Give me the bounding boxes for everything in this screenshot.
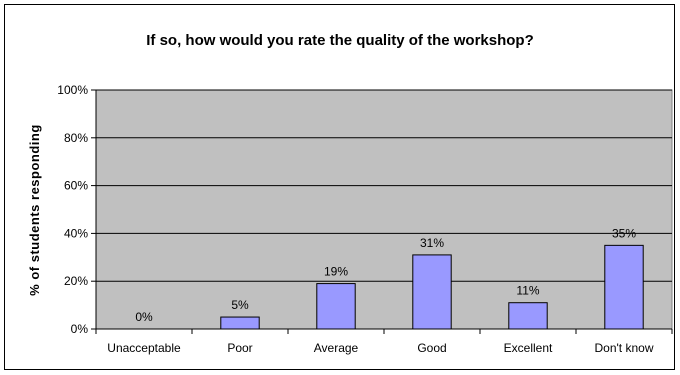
x-tick-label: Excellent: [504, 341, 553, 355]
data-label: 19%: [324, 265, 348, 279]
bar-excellent: [508, 302, 548, 330]
y-tick-label: 0%: [71, 322, 89, 336]
x-tick-label: Poor: [227, 341, 252, 355]
bars: [220, 244, 644, 330]
bar-don-t-know: [604, 244, 644, 330]
gridlines: [96, 89, 672, 282]
data-label: 11%: [516, 284, 539, 298]
plot-area: [95, 89, 673, 330]
x-tick-label: Don't know: [595, 341, 654, 355]
y-tick-label: 60%: [64, 179, 88, 193]
x-tick-label: Good: [417, 341, 446, 355]
axes: [91, 89, 673, 334]
data-label: 5%: [231, 298, 249, 312]
y-tick-label: 40%: [64, 226, 88, 240]
y-tick-label: 100%: [57, 83, 88, 97]
data-label: 0%: [135, 310, 153, 324]
labels: 0% 20% 40% 60% 80% 100% 0% Unacceptable 5% Poor 19…: [57, 83, 654, 355]
y-tick-label: 80%: [64, 131, 88, 145]
x-tick-label: Unacceptable: [107, 341, 181, 355]
data-label: 31%: [420, 236, 444, 250]
bar-good: [412, 254, 452, 330]
y-axis-label: % of students responding: [27, 124, 42, 296]
bar-average: [316, 283, 356, 330]
x-tick-label: Average: [314, 341, 359, 355]
chart-title: If so, how would you rate the quality of…: [146, 32, 534, 49]
y-tick-label: 20%: [64, 274, 88, 288]
data-label: 35%: [612, 226, 636, 240]
bar-poor: [220, 316, 260, 330]
